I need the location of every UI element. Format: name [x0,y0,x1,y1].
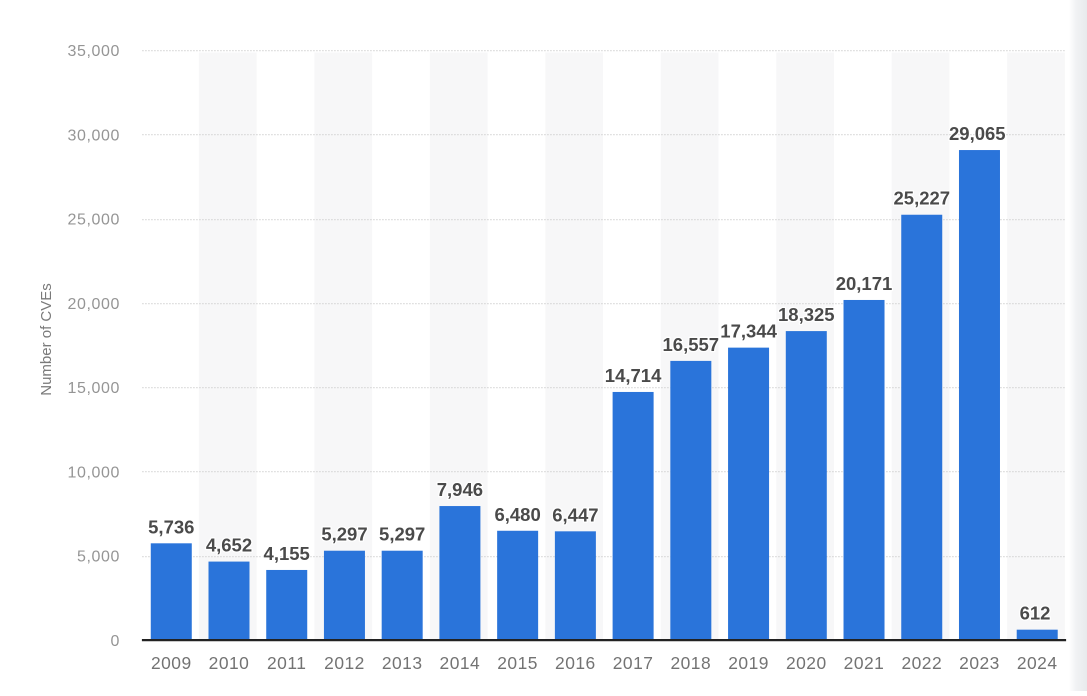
svg-text:2013: 2013 [382,653,423,673]
svg-text:17,344: 17,344 [720,321,777,342]
svg-text:2010: 2010 [209,653,250,673]
svg-text:5,736: 5,736 [148,516,194,537]
svg-text:Number of CVEs: Number of CVEs [38,283,55,396]
svg-text:2016: 2016 [555,653,596,673]
svg-text:2021: 2021 [844,653,885,673]
svg-text:35,000: 35,000 [67,43,120,60]
svg-text:16,557: 16,557 [663,334,720,355]
svg-text:7,946: 7,946 [437,479,483,500]
svg-text:612: 612 [1020,603,1051,624]
svg-text:5,000: 5,000 [77,549,120,566]
svg-text:2012: 2012 [324,653,365,673]
svg-text:2009: 2009 [151,653,192,673]
svg-text:5,297: 5,297 [321,524,367,545]
svg-text:2018: 2018 [670,653,711,673]
svg-text:0: 0 [111,633,121,650]
svg-text:2020: 2020 [786,653,827,673]
svg-text:2011: 2011 [267,653,306,673]
svg-text:4,652: 4,652 [206,535,252,556]
svg-text:20,171: 20,171 [836,273,893,294]
svg-text:14,714: 14,714 [605,365,662,386]
svg-text:2014: 2014 [440,653,481,673]
svg-text:25,000: 25,000 [67,212,120,229]
svg-text:2015: 2015 [497,653,538,673]
svg-text:20,000: 20,000 [67,296,120,313]
svg-text:2022: 2022 [901,653,942,673]
svg-text:6,480: 6,480 [494,504,540,525]
svg-text:2024: 2024 [1017,653,1058,673]
svg-text:18,325: 18,325 [778,304,835,325]
svg-text:29,065: 29,065 [949,123,1006,144]
svg-text:2017: 2017 [613,653,654,673]
svg-text:2019: 2019 [728,653,769,673]
svg-text:15,000: 15,000 [67,380,120,397]
svg-text:25,227: 25,227 [894,188,951,209]
svg-text:4,155: 4,155 [264,543,310,564]
svg-text:30,000: 30,000 [67,127,120,144]
svg-text:6,447: 6,447 [552,504,598,525]
svg-text:10,000: 10,000 [67,464,120,481]
svg-text:5,297: 5,297 [379,524,425,545]
svg-text:2023: 2023 [959,653,1000,673]
